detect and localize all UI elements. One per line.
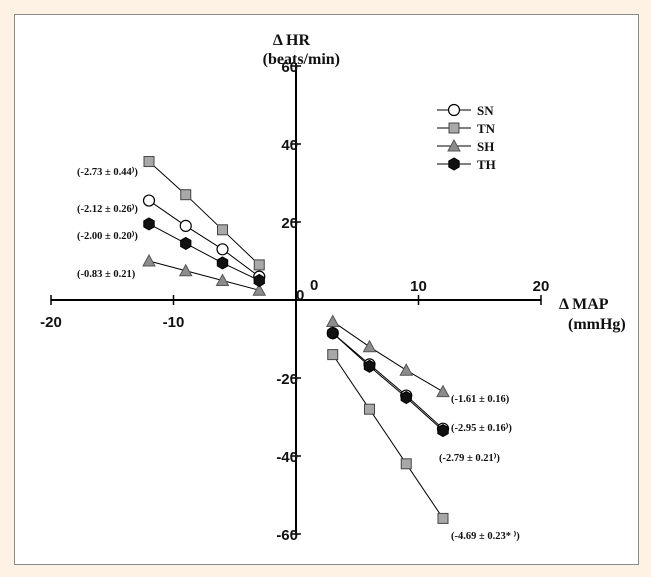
origin-minor-label: 0 [310,277,318,294]
origin-label: 0 [296,287,304,304]
series-line-th-pos [332,332,444,432]
series-group [142,156,450,524]
x-tick-label: -20 [40,314,62,331]
x-tick-label: -10 [163,314,185,331]
data-point-sh [399,363,414,376]
x-tick-label: 20 [533,278,550,295]
series-th [143,217,449,438]
y-tick-label: -20 [276,371,298,388]
data-point-sh [362,339,377,353]
y-tick-label: 20 [281,215,298,232]
ticks: -20 -10 10 20 -60 -40 -20 20 40 60 0 [40,59,549,544]
series-line-sn-neg [148,200,260,278]
data-point-th [437,424,449,438]
data-point-sh [178,263,193,277]
annotation-tn-pos: (-4.69 ± 0.23* ⁾) [451,530,520,542]
legend: SN TN SH TH [437,103,496,172]
legend-marker-sh [447,138,461,152]
series-tn [143,156,449,524]
legend-marker-sn [447,103,461,117]
series-line-sh-neg [148,260,260,291]
data-point-th [216,256,229,270]
data-point-th [180,236,192,250]
x-axis-unit: (mmHg) [568,316,626,333]
data-point-sh [325,314,340,327]
chart-canvas: -20 -10 10 20 -60 -40 -20 20 40 60 0 Δ HR (beats/m… [40,32,626,544]
data-point-sh [142,253,156,267]
y-axis-unit: (beats/min) [263,51,340,68]
y-tick-label: 40 [281,137,298,154]
series-line-th-neg [148,223,260,281]
data-point-th [143,217,155,231]
annotation-sh-pos: (-1.61 ± 0.16) [451,394,510,405]
legend-label-tn: TN [477,121,496,136]
data-point-tn [364,403,375,415]
y-tick-label: -40 [276,449,298,466]
legend-label-sn: SN [477,103,494,118]
data-point-tn [180,189,192,201]
data-point-th [253,273,265,288]
series-sh [142,253,450,398]
annotation-tn-neg: (-2.73 ± 0.44⁾) [77,166,138,178]
data-point-sn [216,243,229,256]
data-point-tn [253,259,265,271]
series-line-tn-neg [148,161,260,266]
legend-marker-th [448,157,460,171]
series-line-sh-pos [332,321,444,393]
series-line-sn-pos [332,332,444,430]
data-point-sn [142,194,156,207]
data-point-sn [179,219,192,232]
data-point-sh [252,283,267,296]
chart-frame: -20 -10 10 20 -60 -40 -20 20 40 60 0 Δ HR (beats/m… [14,14,639,565]
y-axis-title: Δ HR [273,32,311,49]
data-point-th [400,390,412,405]
data-point-sh [215,273,230,286]
series-line-tn-pos [332,354,444,519]
data-point-tn [400,458,412,470]
annotations: (-2.73 ± 0.44⁾) (-2.12 ± 0.26⁾) (-2.00 ±… [77,166,520,542]
y-tick-label: -60 [276,527,298,544]
annotation-th-pos: (-2.79 ± 0.21⁾) [439,452,500,464]
data-point-tn [437,512,449,524]
data-point-tn [143,156,155,168]
x-axis-title: Δ MAP [559,296,609,313]
annotation-th-neg: (-2.00 ± 0.20⁾) [77,230,138,242]
data-point-tn [327,349,339,361]
y-tick-label: 60 [281,59,298,76]
annotation-sh-neg: (-0.83 ± 0.21) [77,269,136,280]
legend-marker-tn [448,122,460,134]
data-point-tn [217,224,228,236]
legend-label-th: TH [477,157,496,172]
x-tick-label: 10 [410,278,427,295]
data-point-sh [436,384,450,398]
data-point-th [327,326,339,340]
annotation-sn-neg: (-2.12 ± 0.26⁾) [77,203,138,215]
data-point-th [363,359,376,373]
legend-label-sh: SH [477,139,494,154]
annotation-sn-pos: (-2.95 ± 0.16⁾) [451,422,512,434]
